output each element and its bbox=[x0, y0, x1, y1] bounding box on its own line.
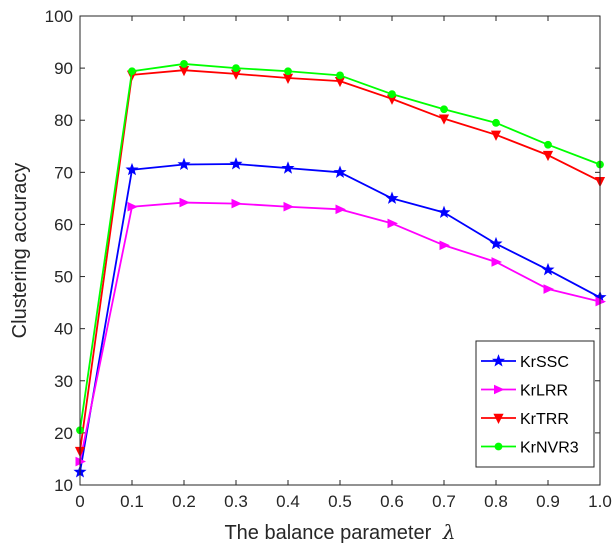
data-point-krnvr3 bbox=[128, 67, 136, 76]
data-point-krssc bbox=[177, 157, 191, 171]
data-point-krssc bbox=[229, 157, 243, 170]
y-tick-label: 40 bbox=[54, 320, 73, 339]
series-krlrr bbox=[75, 197, 606, 467]
data-point-krlrr bbox=[595, 296, 606, 307]
data-point-krnvr3 bbox=[388, 90, 396, 99]
x-tick-label: 0.7 bbox=[432, 492, 456, 511]
x-axis-label-text: The balance parameter bbox=[224, 522, 431, 544]
data-point-krlrr bbox=[439, 240, 450, 251]
legend-marker bbox=[493, 413, 504, 424]
y-tick-label: 10 bbox=[54, 476, 73, 495]
y-tick-label: 20 bbox=[54, 424, 73, 443]
legend-marker bbox=[494, 384, 505, 395]
series-krssc bbox=[73, 157, 607, 478]
legend-item-krnvr3: KrNVR3 bbox=[481, 440, 579, 457]
data-point-krtrr bbox=[334, 76, 346, 88]
data-point-krnvr3 bbox=[544, 140, 552, 149]
y-tick-label: 100 bbox=[45, 7, 73, 26]
legend-label: KrTRR bbox=[520, 411, 569, 428]
x-tick-label: 0.8 bbox=[484, 492, 508, 511]
data-point-krnvr3 bbox=[336, 71, 344, 80]
x-tick-labels: 0 0.1 0.2 0.3 0.4 0.5 0.6 0.7 0.8 0.9 1.0 bbox=[75, 492, 612, 511]
data-point-krlrr bbox=[75, 456, 86, 467]
series-krnvr3 bbox=[76, 60, 604, 435]
legend-label: KrNVR3 bbox=[520, 440, 579, 457]
x-axis-label-symbol: λ bbox=[442, 520, 456, 544]
plot-frame bbox=[79, 15, 601, 486]
data-point-krtrr bbox=[282, 73, 294, 85]
data-point-krnvr3 bbox=[180, 60, 188, 68]
legend-item-krlrr: KrLRR bbox=[481, 383, 568, 400]
x-tick-label: 0 bbox=[75, 492, 84, 511]
legend-item-krssc: KrSSC bbox=[481, 354, 569, 371]
y-tick-label: 90 bbox=[54, 59, 73, 78]
y-tick-label: 70 bbox=[54, 163, 73, 182]
legend-label: KrLRR bbox=[520, 383, 568, 400]
data-point-krtrr bbox=[542, 150, 554, 162]
data-point-krssc bbox=[125, 162, 139, 176]
legend-label: KrSSC bbox=[520, 354, 569, 371]
data-point-krlrr bbox=[231, 198, 242, 209]
x-tick-label: 0.4 bbox=[276, 492, 300, 511]
data-point-krlrr bbox=[387, 218, 398, 229]
legend-marker bbox=[494, 442, 503, 451]
x-axis-label: The balance parameter λ bbox=[224, 520, 455, 544]
x-tick-label: 0.1 bbox=[120, 492, 144, 511]
data-point-krtrr bbox=[438, 114, 450, 125]
data-point-krssc bbox=[281, 161, 295, 174]
data-point-krtrr bbox=[490, 130, 502, 141]
y-tick-label: 50 bbox=[54, 268, 73, 287]
data-point-krtrr bbox=[178, 65, 190, 77]
data-point-krlrr bbox=[543, 284, 554, 294]
y-tick-label: 60 bbox=[54, 215, 73, 234]
data-point-krnvr3 bbox=[492, 118, 500, 127]
data-point-krssc bbox=[437, 205, 451, 219]
data-point-krtrr bbox=[386, 94, 398, 105]
y-tick-label: 30 bbox=[54, 372, 73, 391]
data-point-krnvr3 bbox=[284, 67, 292, 76]
data-point-krlrr bbox=[179, 197, 190, 208]
x-tick-label: 0.6 bbox=[380, 492, 404, 511]
y-axis-label: Clustering accuracy bbox=[9, 163, 31, 339]
data-point-krlrr bbox=[283, 201, 294, 212]
data-point-krssc bbox=[333, 165, 347, 178]
x-tick-label: 0.3 bbox=[224, 492, 248, 511]
data-point-krlrr bbox=[491, 257, 502, 267]
legend-marker bbox=[491, 354, 506, 367]
legend-item-krtrr: KrTRR bbox=[481, 411, 569, 428]
data-point-krnvr3 bbox=[232, 64, 240, 73]
y-tick-labels: 10 20 30 40 50 60 70 80 90 100 bbox=[45, 7, 73, 495]
x-tick-label: 0.2 bbox=[172, 492, 196, 511]
legend: KrSSC KrLRR KrTRR KrNVR3 bbox=[475, 340, 595, 468]
y-tick-label: 80 bbox=[54, 111, 73, 130]
data-point-krssc bbox=[489, 236, 503, 250]
data-point-krlrr bbox=[127, 201, 138, 212]
x-tick-label: 1.0 bbox=[588, 492, 612, 511]
data-point-krssc bbox=[541, 262, 555, 276]
x-tick-label: 0.5 bbox=[328, 492, 352, 511]
x-tick-label: 0.9 bbox=[536, 492, 560, 511]
series-layer bbox=[73, 60, 607, 478]
data-point-krnvr3 bbox=[440, 105, 448, 114]
data-point-krlrr bbox=[335, 204, 346, 215]
data-point-krtrr bbox=[230, 69, 242, 80]
data-point-krssc bbox=[385, 191, 399, 204]
